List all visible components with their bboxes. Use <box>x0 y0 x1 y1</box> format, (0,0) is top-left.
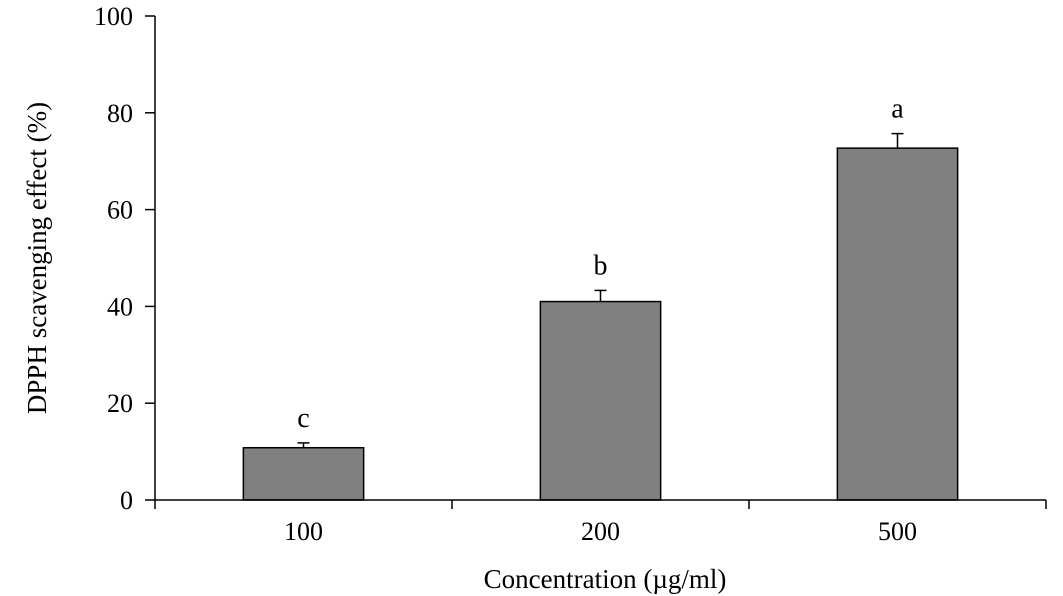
bars-layer: c b a <box>242 94 959 501</box>
y-tick-label: 80 <box>107 99 133 128</box>
bar <box>242 446 365 501</box>
y-tick-label: 60 <box>107 196 133 225</box>
y-tick-label: 20 <box>107 389 133 418</box>
bar <box>539 300 662 501</box>
x-tick-label: 100 <box>284 517 323 546</box>
x-tick-label: 200 <box>581 517 620 546</box>
x-axis-title: Concentration (µg/ml) <box>484 564 727 594</box>
x-tick-label: 500 <box>878 517 917 546</box>
significance-label: c <box>297 403 309 434</box>
axes-layer <box>154 16 1046 501</box>
y-tick-label: 40 <box>107 292 133 321</box>
significance-label: b <box>594 250 608 281</box>
bar <box>836 147 959 501</box>
y-tick-label: 0 <box>120 486 133 515</box>
significance-label: a <box>891 94 904 125</box>
ticks-layer: 0 20 40 60 80 100 100 200 500 <box>94 2 1047 546</box>
y-tick-label: 100 <box>94 2 133 31</box>
y-axis-title: DPPH scavenging effect (%) <box>22 102 52 414</box>
